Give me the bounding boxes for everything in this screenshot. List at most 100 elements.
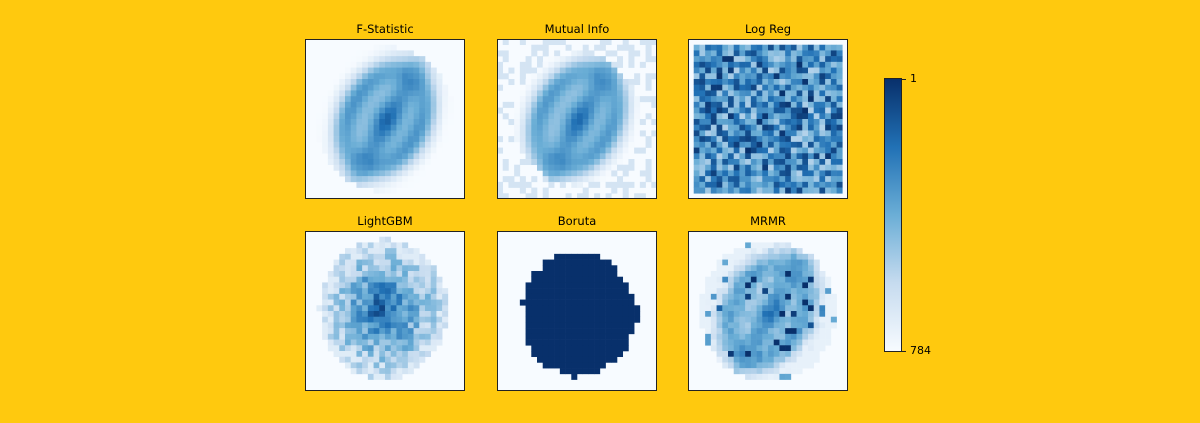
heatmap-cell bbox=[825, 333, 832, 340]
heatmap-cell bbox=[813, 61, 820, 68]
heatmap-cell bbox=[419, 170, 426, 177]
heatmap-cell bbox=[651, 73, 657, 80]
heatmap-cell bbox=[599, 96, 606, 103]
heatmap-cell bbox=[594, 153, 601, 160]
heatmap-cell bbox=[367, 373, 374, 380]
heatmap-cell bbox=[379, 316, 386, 323]
heatmap-cell bbox=[802, 136, 809, 143]
heatmap-cell bbox=[728, 288, 735, 295]
heatmap-cell bbox=[728, 282, 735, 289]
heatmap-cell bbox=[367, 113, 374, 120]
heatmap-cell bbox=[390, 356, 397, 363]
heatmap-cell bbox=[808, 282, 815, 289]
heatmap-cell bbox=[756, 101, 763, 108]
heatmap-cell bbox=[497, 136, 504, 143]
heatmap-cell bbox=[402, 61, 409, 68]
heatmap-cell bbox=[693, 187, 700, 194]
heatmap-cell bbox=[710, 61, 717, 68]
heatmap-cell bbox=[693, 130, 700, 137]
heatmap-cell bbox=[739, 311, 746, 318]
heatmap-cell bbox=[750, 368, 757, 375]
heatmap-cell bbox=[617, 328, 624, 335]
heatmap-cell bbox=[447, 113, 454, 120]
heatmap-cell bbox=[599, 271, 606, 278]
heatmap-cell bbox=[836, 84, 843, 91]
heatmap-cell bbox=[577, 107, 584, 114]
heatmap-cell bbox=[537, 271, 544, 278]
heatmap-cell bbox=[790, 79, 797, 86]
heatmap-cell bbox=[756, 73, 763, 80]
heatmap-cell bbox=[722, 265, 729, 272]
heatmap-cell bbox=[356, 362, 363, 369]
heatmap-cell bbox=[790, 101, 797, 108]
heatmap-cell bbox=[802, 159, 809, 166]
heatmap-cell bbox=[577, 124, 584, 131]
heatmap-cell bbox=[745, 181, 752, 188]
heatmap-cell bbox=[628, 147, 635, 154]
heatmap-cell bbox=[819, 61, 826, 68]
heatmap-cell bbox=[362, 293, 369, 300]
heatmap-cell bbox=[745, 345, 752, 352]
heatmap-cell bbox=[396, 119, 403, 126]
heatmap-cell bbox=[548, 164, 555, 171]
heatmap-cell bbox=[345, 282, 352, 289]
heatmap-cell bbox=[327, 305, 334, 312]
heatmap-cell bbox=[705, 147, 712, 154]
heatmap-cell bbox=[779, 181, 786, 188]
heatmap-cell bbox=[762, 56, 769, 63]
heatmap-cell bbox=[559, 136, 566, 143]
heatmap-cell bbox=[750, 356, 757, 363]
heatmap-cell bbox=[722, 159, 729, 166]
heatmap-cell bbox=[756, 351, 763, 358]
heatmap-cell bbox=[379, 236, 386, 243]
heatmap-cell bbox=[577, 147, 584, 154]
heatmap-cell bbox=[773, 79, 780, 86]
heatmap-cell bbox=[345, 136, 352, 143]
heatmap-cell bbox=[350, 61, 357, 68]
heatmap-cell bbox=[413, 79, 420, 86]
heatmap-cell bbox=[577, 90, 584, 97]
heatmap-cell bbox=[716, 265, 723, 272]
heatmap-cell bbox=[819, 339, 826, 346]
heatmap-cell bbox=[651, 96, 657, 103]
colorbar-tick-max bbox=[902, 351, 906, 352]
heatmap-cell bbox=[367, 293, 374, 300]
heatmap-cell bbox=[830, 119, 837, 126]
heatmap-cell bbox=[785, 136, 792, 143]
heatmap-cell bbox=[693, 147, 700, 154]
heatmap-cell bbox=[577, 265, 584, 272]
heatmap-cell bbox=[350, 101, 357, 108]
heatmap-cell bbox=[645, 136, 652, 143]
heatmap-cell bbox=[705, 90, 712, 97]
panel-title: Boruta bbox=[557, 214, 597, 228]
heatmap-cell bbox=[716, 153, 723, 160]
heatmap-cell bbox=[716, 130, 723, 137]
heatmap-cell bbox=[594, 136, 601, 143]
heatmap-cell bbox=[385, 236, 392, 243]
heatmap-cell bbox=[385, 56, 392, 63]
heatmap-cell bbox=[728, 56, 735, 63]
heatmap-cell bbox=[419, 119, 426, 126]
heatmap-cell bbox=[733, 113, 740, 120]
heatmap-cell bbox=[577, 181, 584, 188]
heatmap-cell bbox=[350, 119, 357, 126]
heatmap-cell bbox=[531, 339, 538, 346]
heatmap-cell bbox=[425, 130, 432, 137]
heatmap-cell bbox=[716, 101, 723, 108]
heatmap-cell bbox=[554, 339, 561, 346]
heatmap-cell bbox=[750, 181, 757, 188]
heatmap-cell bbox=[750, 61, 757, 68]
heatmap-cell bbox=[716, 164, 723, 171]
heatmap-cell bbox=[339, 164, 346, 171]
heatmap-cell bbox=[745, 242, 752, 249]
heatmap-cell bbox=[773, 322, 780, 329]
heatmap-cell bbox=[773, 176, 780, 183]
heatmap-cell bbox=[628, 90, 635, 97]
heatmap-cell bbox=[756, 153, 763, 160]
heatmap-cell bbox=[825, 56, 832, 63]
heatmap-cell bbox=[407, 316, 414, 323]
heatmap-cell bbox=[407, 276, 414, 283]
heatmap-cell bbox=[773, 164, 780, 171]
heatmap-cell bbox=[339, 316, 346, 323]
heatmap-cell bbox=[362, 288, 369, 295]
